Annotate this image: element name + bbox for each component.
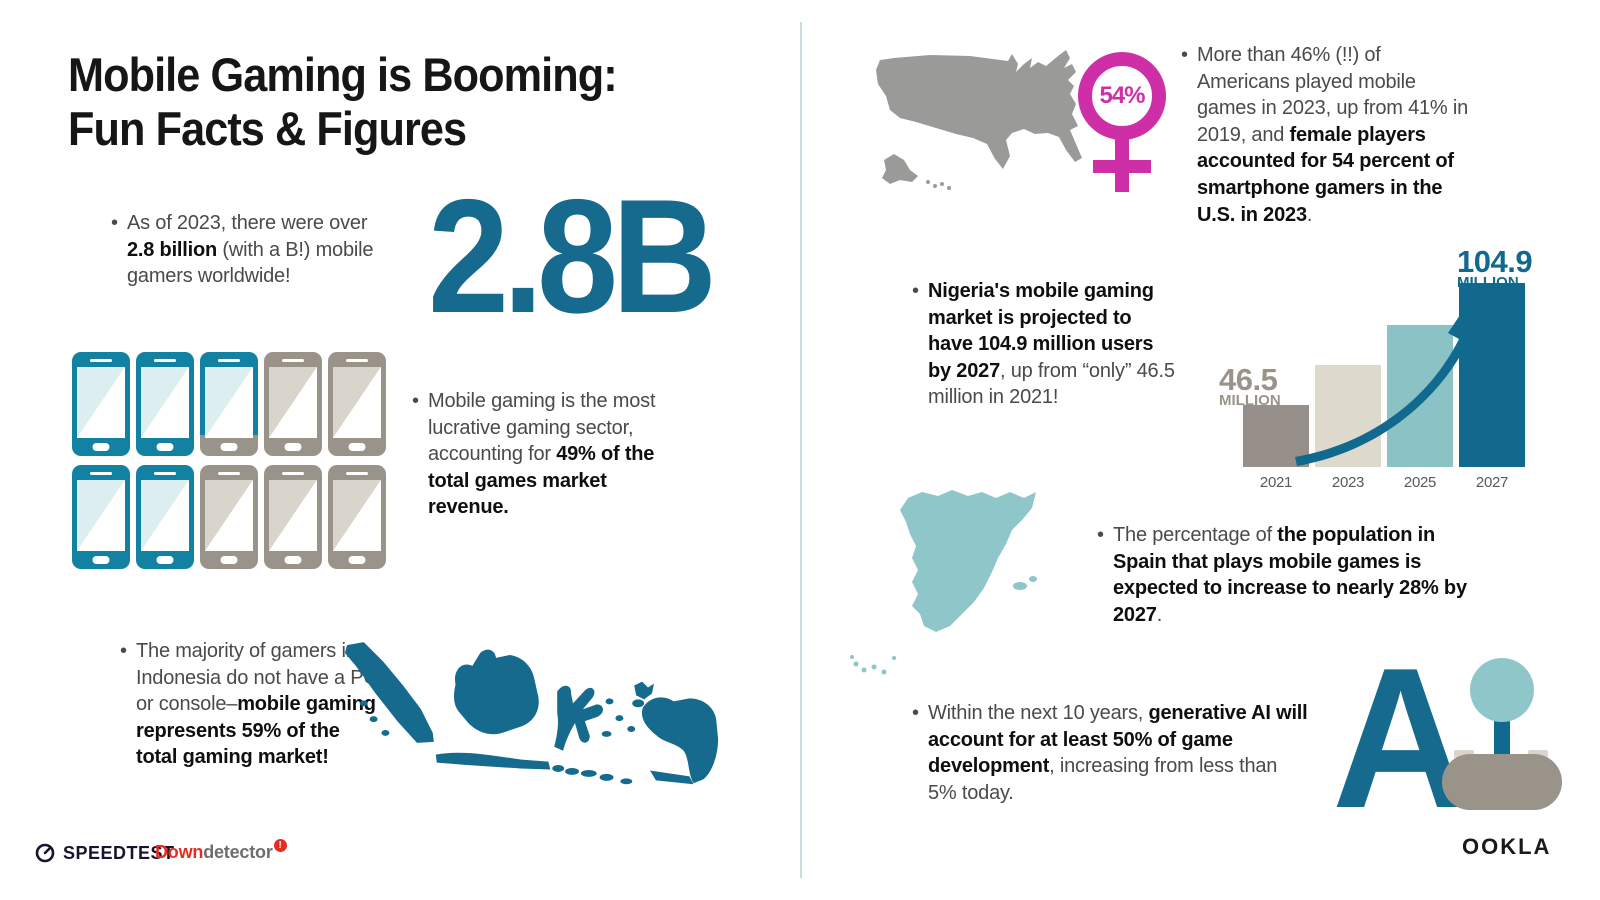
phone-speaker bbox=[154, 359, 176, 362]
phone-icon bbox=[200, 465, 258, 569]
phone-speaker bbox=[90, 472, 112, 475]
ai-letter-a: A bbox=[1332, 627, 1470, 850]
phone-screen bbox=[269, 480, 317, 551]
phone-screen bbox=[77, 480, 125, 551]
female-symbol-crossbar bbox=[1093, 160, 1151, 173]
phone-screen bbox=[333, 367, 381, 438]
chart-end-label: 104.9 MILLION bbox=[1457, 244, 1533, 292]
nigeria-users-chart: 2021 2023 2025 2027 46.5 MILLION 104.9 MILL… bbox=[1215, 245, 1537, 495]
phone-home bbox=[92, 556, 110, 564]
phone-icon bbox=[328, 352, 386, 456]
phone-screen bbox=[77, 367, 125, 438]
downdetector-badge-icon: ! bbox=[273, 839, 287, 852]
phone-home bbox=[92, 443, 110, 451]
chart-start-value: 46.5 bbox=[1219, 362, 1278, 397]
downdetector-logo: Downdetector! bbox=[155, 839, 287, 863]
ookla-logo: OOKLA bbox=[1462, 834, 1552, 859]
phone-home bbox=[156, 443, 174, 451]
fact-gamers-worldwide: As of 2023, there were over 2.8 billion … bbox=[111, 210, 399, 290]
phone-screen bbox=[205, 367, 253, 438]
phone-home bbox=[220, 443, 238, 451]
chart-year-label: 2023 bbox=[1331, 474, 1365, 491]
phone-speaker bbox=[154, 472, 176, 475]
fact-spain: The percentage of the population in Spai… bbox=[1097, 522, 1471, 628]
chart-start-label: 46.5 MILLION bbox=[1219, 362, 1281, 410]
female-symbol-icon: 54% bbox=[1076, 52, 1168, 194]
title-line-2: Fun Facts & Figures bbox=[68, 101, 467, 155]
downdetector-down-text: Down bbox=[155, 842, 204, 862]
joystick-ball-icon bbox=[1470, 658, 1534, 722]
indonesia-map-icon bbox=[344, 642, 719, 785]
ai-joystick-graphic: A bbox=[1332, 639, 1562, 839]
phone-speaker bbox=[282, 472, 304, 475]
phone-home bbox=[284, 443, 302, 451]
female-symbol-ring: 54% bbox=[1078, 52, 1166, 140]
speedtest-gauge-icon bbox=[35, 843, 55, 863]
fact-us-players: More than 46% (!!) of Americans played m… bbox=[1181, 42, 1475, 228]
phone-speaker bbox=[218, 472, 240, 475]
phone-screen bbox=[205, 480, 253, 551]
phone-icon bbox=[264, 465, 322, 569]
phone-home bbox=[220, 556, 238, 564]
big-number-2-8b: 2.8B bbox=[428, 166, 717, 347]
phone-icon bbox=[264, 352, 322, 456]
chart-year-label: 2025 bbox=[1403, 474, 1437, 491]
phone-grid-pictogram bbox=[72, 352, 386, 569]
chart-year-label: 2021 bbox=[1259, 474, 1293, 491]
phone-screen bbox=[333, 480, 381, 551]
phone-home bbox=[348, 443, 366, 451]
growth-arrow-icon bbox=[1295, 291, 1487, 466]
chart-end-unit: MILLION bbox=[1457, 274, 1519, 292]
phone-speaker bbox=[90, 359, 112, 362]
downdetector-detector-text: detector bbox=[203, 842, 273, 862]
phone-speaker bbox=[346, 359, 368, 362]
phone-icon bbox=[328, 465, 386, 569]
phone-icon bbox=[72, 352, 130, 456]
phone-icon bbox=[72, 465, 130, 569]
phone-screen bbox=[141, 480, 189, 551]
chart-end-value: 104.9 bbox=[1457, 244, 1533, 279]
column-divider bbox=[800, 22, 802, 878]
phone-home bbox=[156, 556, 174, 564]
us-map-icon bbox=[876, 50, 1082, 190]
fact-nigeria: Nigeria's mobile gaming market is projec… bbox=[912, 278, 1180, 411]
female-gamers-badge: 54% bbox=[1099, 82, 1145, 109]
speedtest-wordmark: SPEEDTEST bbox=[63, 842, 175, 863]
phone-screen bbox=[141, 367, 189, 438]
chart-start-unit: MILLION bbox=[1219, 392, 1281, 410]
page-title: Mobile Gaming is Booming: Fun Facts & Fi… bbox=[68, 48, 618, 155]
fact-generative-ai: Within the next 10 years, generative AI … bbox=[912, 700, 1310, 806]
phone-home bbox=[348, 556, 366, 564]
spain-map-icon bbox=[850, 490, 1037, 675]
phone-icon bbox=[200, 352, 258, 456]
phone-screen bbox=[269, 367, 317, 438]
phone-speaker bbox=[282, 359, 304, 362]
phone-icon bbox=[136, 352, 194, 456]
fact-market-revenue: Mobile gaming is the most lucrative gami… bbox=[412, 388, 678, 521]
fact-indonesia: The majority of gamers in Indonesia do n… bbox=[120, 638, 378, 771]
phone-home bbox=[284, 556, 302, 564]
phone-icon bbox=[136, 465, 194, 569]
joystick-base-icon bbox=[1442, 754, 1562, 810]
chart-year-label: 2027 bbox=[1475, 474, 1509, 491]
speedtest-logo: SPEEDTEST bbox=[34, 842, 175, 864]
phone-speaker bbox=[346, 472, 368, 475]
title-line-1: Mobile Gaming is Booming: bbox=[68, 48, 618, 101]
phone-speaker bbox=[218, 359, 240, 362]
